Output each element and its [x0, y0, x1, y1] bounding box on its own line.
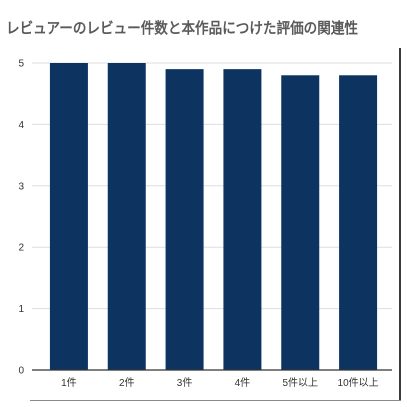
- y-tick-label: 3: [18, 181, 24, 192]
- x-tick-label: 10件以上: [338, 377, 379, 389]
- y-tick-label: 1: [18, 304, 24, 315]
- bar: [223, 69, 262, 370]
- y-tick-label: 5: [18, 59, 24, 70]
- x-tick-label: 1件: [61, 377, 77, 389]
- bar: [165, 69, 204, 370]
- bar: [49, 63, 88, 370]
- y-tick-label: 4: [18, 120, 24, 131]
- x-tick-label: 2件: [119, 377, 135, 389]
- y-tick-label: 2: [18, 243, 24, 254]
- y-axis-tick-labels: 0 1 2 3 4 5: [18, 59, 24, 377]
- x-tick-label: 3件: [177, 377, 193, 389]
- x-tick-label: 5件以上: [282, 377, 318, 389]
- bar: [107, 63, 146, 370]
- y-tick-label: 0: [18, 366, 24, 377]
- window-edge-shadow-bottom: [30, 400, 401, 401]
- x-tick-label: 4件: [235, 377, 251, 389]
- x-axis-tick-labels: 1件 2件 3件 4件 5件以上 10件以上: [61, 377, 379, 389]
- chart-title: レビュアーのレビュー件数と本作品につけた評価の関連性: [6, 19, 358, 37]
- bars: [49, 63, 378, 370]
- bar: [281, 75, 320, 370]
- gridlines: [32, 62, 392, 310]
- window-edge-shadow: [399, 48, 401, 400]
- bar: [339, 75, 378, 370]
